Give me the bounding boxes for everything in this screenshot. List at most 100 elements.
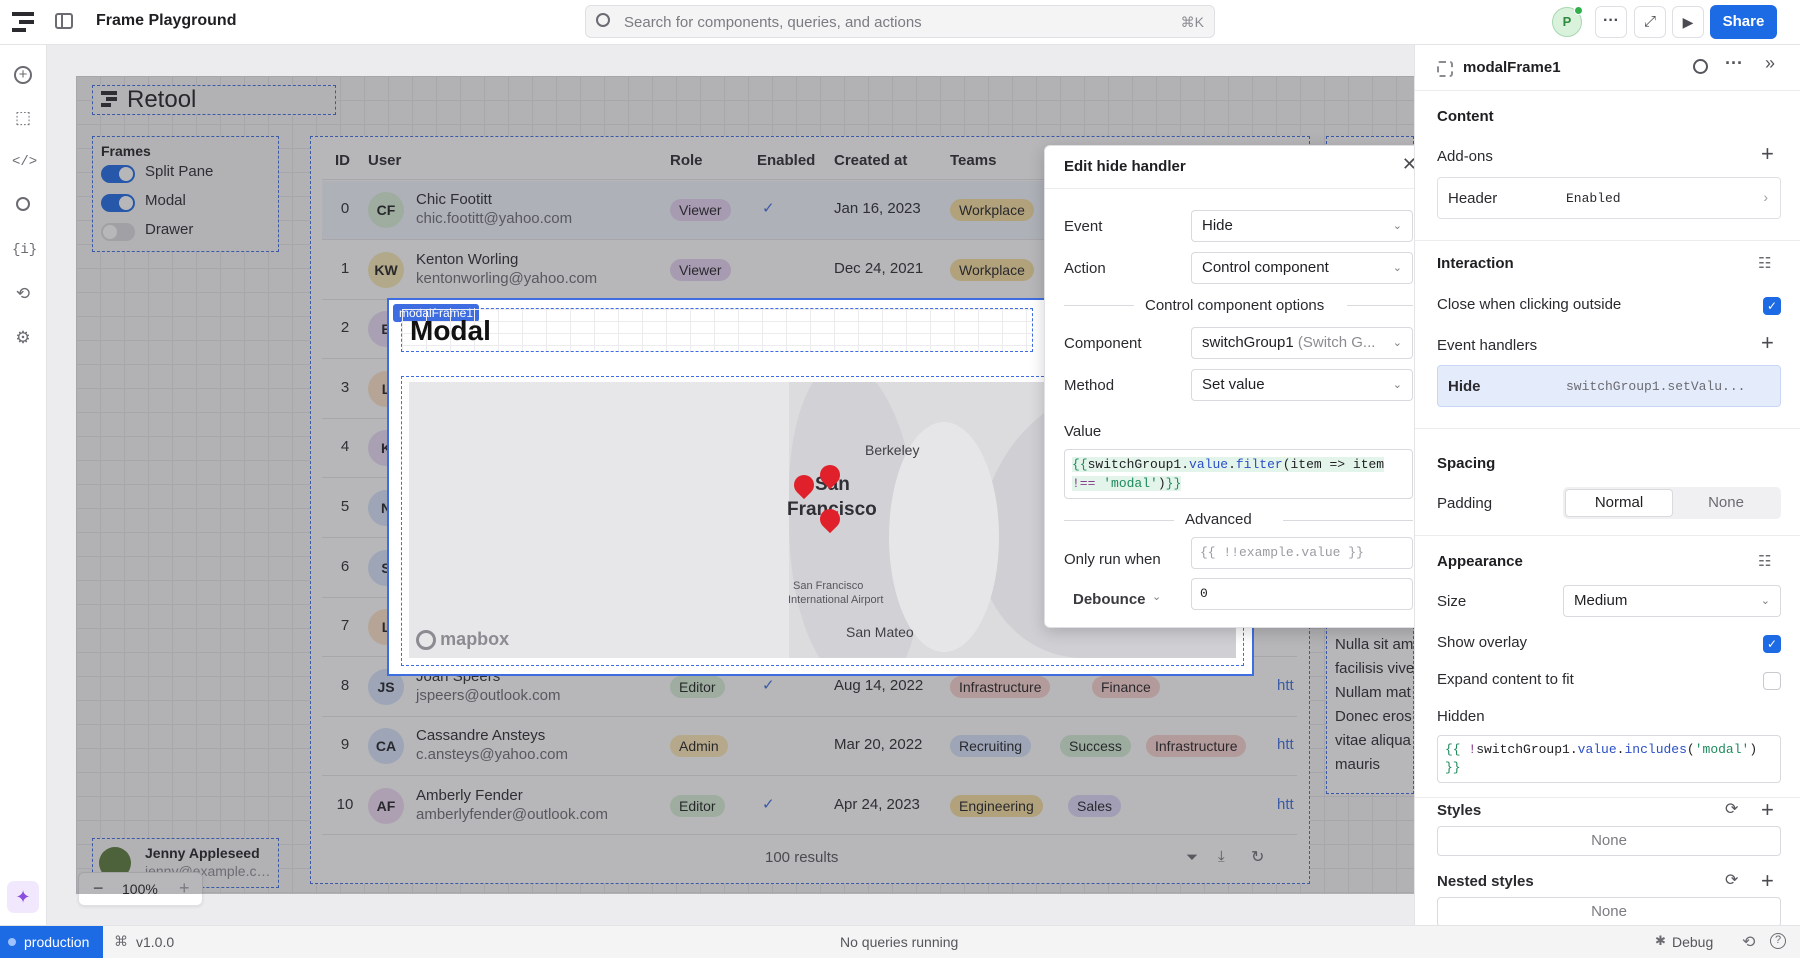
size-label: Size — [1437, 593, 1467, 610]
row-id: 8 — [340, 676, 350, 694]
hidden-code-line-2: }} — [1445, 759, 1773, 777]
search-icon[interactable] — [1693, 59, 1708, 74]
only-run-input[interactable]: {{ !!example.value }} — [1191, 537, 1413, 569]
row-id: 2 — [340, 319, 350, 337]
col-header-user[interactable]: User — [368, 152, 402, 169]
avatar: KW — [368, 251, 404, 288]
collapse-panel-icon[interactable]: » — [1765, 53, 1776, 73]
code-brace: {{ — [1445, 742, 1469, 757]
mapbox-logo: mapbox — [416, 629, 509, 651]
state-icon[interactable]: {i} — [12, 242, 38, 258]
close-icon[interactable]: ✕ — [1401, 154, 1417, 174]
frame-switch[interactable] — [101, 194, 135, 212]
value-code-editor[interactable]: {{switchGroup1.value.filter(item => item… — [1064, 449, 1413, 499]
sidebar-toggle-icon[interactable] — [55, 13, 73, 29]
avatar[interactable]: P — [1552, 6, 1583, 37]
styles-label: Styles — [1437, 802, 1482, 819]
hidden-code-editor[interactable]: {{ !switchGroup1.value.includes('modal')… — [1437, 735, 1781, 783]
add-nested-style-icon[interactable]: + — [1761, 868, 1774, 893]
event-select[interactable]: Hide ⌄ — [1191, 210, 1413, 242]
add-handler-icon[interactable]: + — [1761, 330, 1774, 355]
size-value: Medium — [1574, 592, 1628, 609]
component-label: Component — [1064, 335, 1142, 352]
component-select[interactable]: switchGroup1 (Switch G... ⌄ — [1191, 327, 1413, 359]
user-email: jspeers@outlook.com — [416, 686, 561, 704]
side-text-line: Nullam mat — [1335, 684, 1411, 701]
options-title: Control component options — [1145, 297, 1325, 314]
component-name[interactable]: modalFrame1 — [1463, 59, 1561, 76]
code-icon[interactable]: </> — [12, 154, 38, 170]
add-component-icon[interactable]: + — [12, 63, 34, 85]
close-outside-checkbox[interactable]: ✓ — [1763, 297, 1781, 315]
presence-dot — [1574, 6, 1583, 15]
table-row[interactable]: 9 CA Cassandre Ansteys c.ansteys@yahoo.com A… — [322, 717, 1297, 777]
more-options-icon[interactable]: ··· — [1725, 53, 1743, 73]
action-select[interactable]: Control component ⌄ — [1191, 252, 1413, 284]
expand-content-checkbox[interactable] — [1763, 672, 1781, 690]
more-options-icon[interactable]: ··· — [1595, 6, 1627, 38]
zoom-in-button[interactable]: + — [179, 878, 190, 898]
search-icon[interactable] — [12, 195, 34, 217]
code-fn: includes — [1624, 742, 1687, 757]
share-button[interactable]: Share — [1710, 5, 1777, 39]
frame-switch-label: Modal — [145, 192, 186, 209]
size-select[interactable]: Medium ⌄ — [1563, 585, 1781, 617]
value-code-line-1: {{switchGroup1.value.filter(item => item — [1072, 455, 1405, 474]
chevron-down-icon: ⌄ — [1392, 337, 1402, 349]
sliders-icon[interactable]: ☷ — [1758, 255, 1772, 272]
debug-label[interactable]: Debug — [1672, 934, 1714, 950]
col-header-id[interactable]: ID — [335, 152, 350, 169]
action-value: Control component — [1202, 259, 1329, 276]
col-header-created[interactable]: Created at — [834, 152, 908, 169]
reset-styles-icon[interactable]: ⟳ — [1725, 801, 1739, 818]
frame-switch[interactable] — [101, 165, 135, 183]
sliders-icon[interactable]: ☷ — [1758, 553, 1772, 570]
reset-nested-icon[interactable]: ⟳ — [1725, 872, 1739, 889]
show-overlay-checkbox[interactable]: ✓ — [1763, 635, 1781, 653]
row-link[interactable]: htt — [1277, 796, 1294, 813]
styles-value[interactable]: None — [1437, 826, 1781, 856]
environment-badge[interactable]: production — [0, 926, 103, 958]
avatar: AF — [368, 788, 404, 824]
frame-switch[interactable] — [101, 223, 135, 241]
download-icon[interactable]: ⤓ — [1218, 848, 1225, 865]
refresh-icon[interactable]: ↻ — [1251, 849, 1265, 866]
team-badge: Recruiting — [950, 735, 1032, 758]
assist-sparkle-icon[interactable]: ✦ — [7, 881, 39, 913]
nested-styles-value[interactable]: None — [1437, 897, 1781, 925]
add-addon-icon[interactable]: + — [1761, 141, 1774, 166]
col-header-enabled[interactable]: Enabled — [757, 152, 816, 169]
app-title[interactable]: Frame Playground — [96, 12, 237, 29]
row-link[interactable]: htt — [1277, 736, 1294, 754]
filter-icon[interactable]: ⏷ — [1186, 849, 1199, 866]
row-link[interactable]: htt — [1277, 676, 1294, 694]
search-input[interactable]: Search for components, queries, and acti… — [624, 14, 922, 31]
debounce-dropdown[interactable]: Debounce ⌄ — [1064, 584, 1164, 616]
chevron-down-icon: ⌄ — [1152, 591, 1162, 603]
padding-none-option[interactable]: None — [1708, 494, 1744, 511]
add-style-icon[interactable]: + — [1761, 797, 1774, 822]
help-icon[interactable]: ? — [1770, 933, 1786, 949]
version-label[interactable]: v1.0.0 — [136, 934, 175, 950]
zoom-out-button[interactable]: − — [93, 878, 104, 898]
history-icon[interactable]: ⟲ — [1742, 934, 1756, 951]
preview-play-icon[interactable]: ▶ — [1672, 6, 1704, 38]
settings-gear-icon[interactable]: ⚙ — [15, 328, 31, 347]
method-select[interactable]: Set value ⌄ — [1191, 369, 1413, 401]
created-at: Dec 24, 2021 — [834, 259, 924, 277]
table-row[interactable]: 10 AF Amberly Fender amberlyfender@outlook.… — [322, 777, 1297, 836]
debounce-input[interactable]: 0 — [1191, 578, 1413, 610]
avatar: CF — [368, 192, 404, 228]
component-tree-icon[interactable]: ⬚ — [14, 108, 32, 127]
role-badge: Viewer — [670, 199, 731, 221]
history-icon[interactable]: ⟲ — [15, 284, 31, 303]
hide-handler-row[interactable]: Hide switchGroup1.setValu... — [1437, 365, 1781, 407]
panel-divider — [1415, 428, 1800, 429]
expand-icon[interactable]: ⤢ — [1634, 6, 1666, 38]
padding-normal-option[interactable]: Normal — [1565, 489, 1673, 517]
header-addon-row[interactable]: Header Enabled › — [1437, 177, 1781, 219]
col-header-role[interactable]: Role — [670, 152, 703, 169]
col-header-teams[interactable]: Teams — [950, 152, 997, 169]
global-search[interactable]: Search for components, queries, and acti… — [585, 5, 1215, 38]
retool-menu-icon[interactable] — [12, 12, 34, 32]
